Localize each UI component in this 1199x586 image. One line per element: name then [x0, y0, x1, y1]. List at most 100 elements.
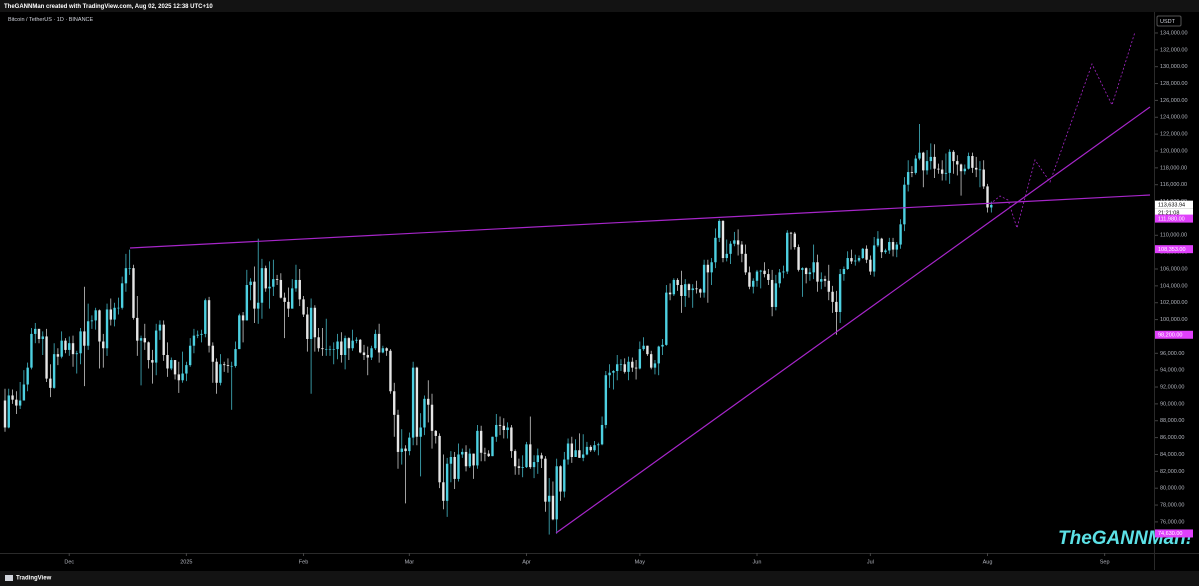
candle-body [933, 156, 936, 169]
candle-body [26, 367, 29, 385]
candle-body [899, 224, 902, 245]
candle-body [695, 288, 698, 290]
candle-body [317, 337, 320, 349]
candle-body [483, 452, 487, 454]
candle-body [540, 455, 543, 459]
candle-body [355, 339, 358, 341]
candle-body [105, 309, 109, 349]
candle-body [68, 343, 71, 350]
y-tick-label: 128,000.00 [1160, 81, 1188, 87]
candle-body [585, 446, 589, 455]
candle-body [706, 264, 710, 273]
candle-body [34, 328, 37, 334]
candle-body [891, 242, 895, 250]
candle-body [944, 172, 948, 174]
candle-body [442, 482, 445, 501]
candle-body [797, 247, 800, 270]
candle-body [672, 279, 676, 295]
candle-body [869, 259, 872, 272]
candle-body [593, 445, 596, 451]
candle-body [736, 240, 740, 245]
candle-body [86, 321, 90, 346]
candle-body [56, 354, 60, 357]
candle-body [876, 238, 880, 246]
price-label: 111,980.00 [1158, 216, 1185, 222]
candle-body [744, 253, 747, 273]
price-label: 74,630.00 [1158, 531, 1182, 537]
y-tick-label: 94,000.00 [1160, 368, 1184, 374]
candle-body [680, 285, 683, 296]
candle-body [177, 374, 181, 381]
x-tick-label: 2025 [180, 559, 192, 565]
candle-body [313, 307, 317, 338]
candle-body [393, 391, 396, 415]
candle-body [253, 281, 256, 309]
candle-body [547, 495, 551, 502]
candle-body [838, 274, 842, 312]
candle-body [279, 279, 283, 298]
footer-text: TradingView [16, 576, 52, 582]
candle-body [434, 430, 437, 436]
candle-body [7, 395, 10, 428]
candle-body [702, 264, 706, 293]
candle-body [185, 365, 188, 374]
candle-body [820, 279, 823, 282]
candle-body [831, 291, 834, 302]
candle-body [532, 462, 536, 468]
candle-body [638, 349, 642, 369]
candle-body [880, 238, 883, 253]
candle-body [415, 367, 419, 437]
candle-body [513, 451, 517, 467]
y-tick-label: 116,000.00 [1160, 182, 1187, 188]
candle-body [128, 268, 131, 269]
candle-body [438, 435, 441, 483]
candle-body [200, 333, 203, 335]
candle-body [801, 268, 804, 270]
candle-body [615, 364, 619, 372]
candle-body [978, 169, 982, 171]
candle-body [52, 354, 56, 388]
candle-body [835, 301, 838, 312]
candle-body [495, 424, 498, 437]
candle-body [385, 348, 388, 351]
candle-body [117, 307, 120, 309]
candle-body [476, 430, 479, 466]
candle-body [714, 237, 717, 263]
y-tick-label: 134,000.00 [1160, 30, 1188, 36]
candle-body [359, 339, 362, 353]
y-tick-label: 90,000.00 [1160, 401, 1184, 407]
y-tick-label: 76,000.00 [1160, 519, 1184, 525]
candle-body [423, 398, 426, 428]
candle-body [763, 270, 766, 275]
candle-body [937, 168, 940, 170]
candle-body [472, 453, 475, 466]
candle-body [411, 367, 415, 438]
price-label: 113,633.94 [1158, 202, 1185, 208]
candle-body [971, 156, 974, 168]
candle-body [290, 288, 294, 309]
candle-body [691, 288, 694, 291]
candle-body [158, 324, 162, 331]
candle-body [752, 280, 755, 287]
candle-body [963, 168, 967, 172]
candle-body [687, 284, 691, 291]
candle-body [343, 338, 347, 355]
candle-body [41, 336, 44, 339]
candle-body [903, 184, 906, 225]
candle-body [922, 152, 925, 171]
candle-body [234, 349, 237, 366]
candle-body [925, 161, 929, 171]
currency: USDT [1160, 19, 1176, 25]
candle-body [827, 280, 830, 292]
candle-body [275, 279, 279, 280]
candle-body [767, 274, 770, 280]
candle-body [98, 310, 101, 342]
candle-body [79, 331, 82, 354]
candle-body [888, 242, 891, 251]
candle-body [895, 244, 899, 250]
candle-body [366, 354, 369, 358]
candle-body [631, 361, 634, 368]
candle-body [502, 425, 506, 431]
candle-body [204, 300, 207, 334]
candle-body [321, 348, 324, 350]
